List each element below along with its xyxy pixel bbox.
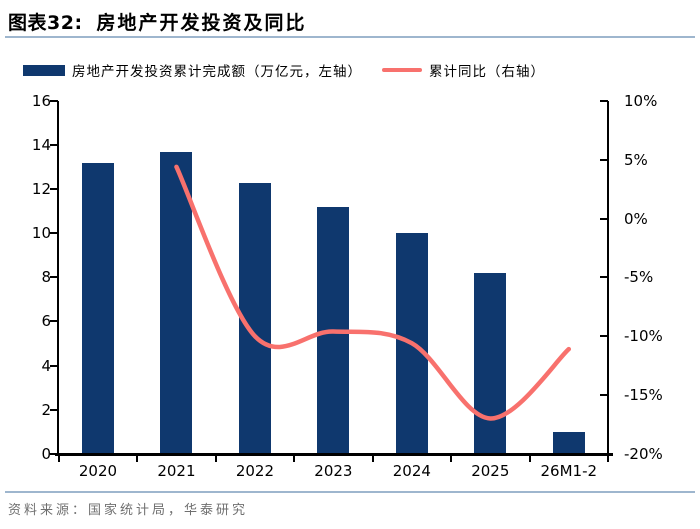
right-axis-tick: [600, 158, 608, 161]
right-axis-label: 10%: [624, 92, 658, 110]
bar-2023: [317, 206, 350, 454]
x-axis-tick: [528, 455, 531, 462]
left-axis-tick: [50, 188, 58, 191]
left-axis-tick: [50, 364, 58, 367]
left-axis-tick: [50, 100, 58, 102]
right-axis-label: 5%: [624, 150, 648, 169]
right-axis-label: -10%: [624, 327, 663, 346]
line-series-label: 累计同比（右轴）: [429, 64, 545, 80]
left-axis-tick: [50, 320, 58, 323]
left-axis-label: 4: [41, 356, 51, 375]
title-divider: [5, 36, 695, 38]
bar-2022: [238, 182, 271, 454]
x-axis-label-2021: 2021: [157, 462, 196, 480]
left-axis-label: 12: [31, 180, 51, 199]
x-axis-tick: [214, 455, 217, 462]
left-axis-tick: [50, 452, 58, 455]
left-axis-label: 14: [31, 136, 51, 155]
bar-26M1-2: [552, 431, 585, 454]
left-axis-label: 2: [41, 400, 51, 419]
bar-2021: [160, 151, 193, 454]
right-axis-label: -15%: [624, 385, 663, 404]
x-axis-label-2023: 2023: [314, 462, 353, 480]
x-axis-label-2024: 2024: [392, 462, 431, 480]
left-axis-tick: [50, 144, 58, 147]
x-axis-tick: [450, 455, 453, 462]
x-axis-label-2020: 2020: [78, 462, 118, 480]
figure-header: 图表32: 房地产开发投资及同比: [8, 8, 307, 35]
x-axis-tick: [293, 455, 296, 462]
bar-series-swatch: [23, 64, 65, 76]
left-axis-label: 0: [41, 444, 51, 463]
bar-2020: [81, 162, 114, 454]
left-axis-label: 16: [31, 92, 51, 110]
source-divider: [5, 491, 695, 493]
right-axis-line: [607, 101, 609, 456]
chart-legend: 房地产开发投资累计完成额（万亿元，左轴） 累计同比（右轴）: [23, 60, 545, 80]
right-axis-label: -20%: [624, 444, 663, 463]
left-axis-label: 8: [41, 268, 51, 287]
left-axis-tick: [50, 408, 58, 411]
bar-2024: [395, 233, 428, 454]
right-axis-tick: [600, 452, 608, 455]
x-axis-tick: [57, 455, 60, 462]
source-note: 资料来源：国家统计局，华泰研究: [8, 503, 249, 518]
x-axis-tick: [136, 455, 139, 462]
right-axis-tick: [600, 393, 608, 396]
right-axis-tick: [600, 217, 608, 220]
x-axis-line: [55, 452, 613, 456]
right-axis-tick: [600, 276, 608, 279]
left-axis-label: 6: [41, 312, 51, 331]
x-axis-tick: [607, 455, 609, 462]
figure-number-label: 图表32:: [8, 12, 83, 34]
left-axis-tick: [50, 276, 58, 279]
x-axis-label-2022: 2022: [235, 462, 274, 480]
bar-2025: [474, 272, 507, 454]
left-axis-tick: [50, 232, 58, 235]
figure-title: 房地产开发投资及同比: [96, 12, 307, 34]
right-axis-label: 0%: [624, 209, 648, 228]
x-axis-label-2025: 2025: [471, 462, 510, 480]
bar-series-label: 房地产开发投资累计完成额（万亿元，左轴）: [72, 64, 362, 80]
left-axis-line: [57, 101, 59, 456]
left-axis-label: 10: [31, 224, 51, 243]
x-axis-tick: [371, 455, 374, 462]
right-axis-tick: [600, 335, 608, 338]
right-axis-tick: [600, 100, 608, 102]
x-axis-label-26M1-2: 26M1-2: [540, 462, 598, 480]
right-axis-label: -5%: [624, 268, 654, 287]
line-series-swatch: [382, 68, 422, 72]
